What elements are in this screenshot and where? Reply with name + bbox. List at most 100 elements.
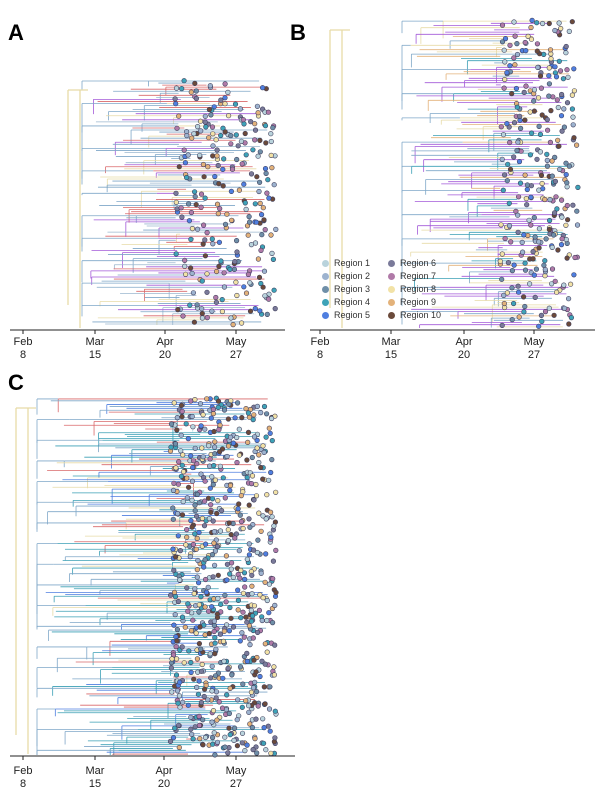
- tip-marker: [168, 444, 174, 450]
- tip-marker: [522, 172, 528, 178]
- tip-marker: [175, 481, 181, 487]
- tip-marker: [181, 147, 187, 153]
- tip-marker: [536, 123, 542, 129]
- tip-marker: [509, 317, 515, 323]
- tip-marker: [222, 101, 228, 107]
- tip-marker: [556, 143, 562, 149]
- tip-marker: [499, 276, 505, 282]
- tip-marker: [169, 689, 175, 695]
- tip-marker: [200, 161, 206, 168]
- tip-marker: [542, 258, 548, 264]
- tip-marker: [575, 184, 581, 190]
- tip-markers: [167, 395, 279, 758]
- tip-marker: [253, 481, 259, 488]
- tip-marker: [267, 684, 273, 690]
- tip-marker: [235, 400, 241, 406]
- tip-marker: [264, 649, 270, 655]
- tree-trunk: [67, 89, 88, 328]
- tip-marker: [524, 186, 530, 193]
- tip-marker: [194, 684, 200, 691]
- tip-marker: [528, 24, 534, 31]
- tip-marker: [194, 491, 200, 497]
- tip-marker: [502, 235, 508, 242]
- tip-marker: [214, 614, 221, 620]
- tip-marker: [259, 617, 265, 624]
- tip-marker: [239, 730, 246, 736]
- tip-marker: [206, 135, 212, 141]
- tip-marker: [191, 319, 197, 325]
- tip-marker: [263, 747, 269, 753]
- tip-marker: [514, 104, 520, 110]
- tip-marker: [202, 237, 208, 243]
- tip-marker: [270, 558, 277, 564]
- region-legend: Region 1 Region 2 Region 3 Region 4 Regi…: [322, 258, 452, 324]
- tip-marker: [244, 742, 250, 748]
- tip-marker: [254, 750, 260, 756]
- tip-marker: [562, 305, 568, 311]
- tip-marker: [197, 624, 203, 630]
- tip-marker: [249, 724, 255, 731]
- tip-marker: [256, 452, 262, 458]
- tip-marker: [218, 258, 224, 264]
- tip-marker: [188, 89, 194, 95]
- tree-trunk: [329, 29, 350, 328]
- tip-marker: [263, 170, 269, 176]
- tip-marker: [247, 721, 253, 727]
- tip-marker: [209, 124, 216, 130]
- tip-marker: [499, 156, 505, 162]
- tip-marker: [189, 135, 195, 141]
- tip-marker: [515, 139, 521, 145]
- tip-marker: [517, 180, 524, 186]
- tip-marker: [210, 153, 216, 159]
- tip-marker: [255, 629, 261, 635]
- tip-marker: [217, 206, 223, 212]
- panel-label-b: B: [290, 20, 306, 45]
- tip-marker: [246, 414, 252, 420]
- tip-marker: [225, 538, 231, 544]
- tip-marker: [209, 236, 215, 242]
- tip-marker: [233, 279, 239, 285]
- legend-item: Region 10: [388, 310, 441, 320]
- tip-marker: [574, 222, 581, 228]
- tip-marker: [242, 200, 248, 206]
- tip-marker: [253, 716, 259, 722]
- tip-marker: [246, 703, 252, 709]
- tip-marker: [233, 132, 239, 138]
- tip-marker: [502, 76, 508, 83]
- tip-marker: [207, 456, 213, 462]
- tip-marker: [523, 83, 529, 89]
- tick-label: Feb 8: [310, 336, 330, 361]
- tip-marker: [177, 679, 183, 685]
- tip-marker: [194, 656, 200, 662]
- tip-marker: [245, 232, 251, 238]
- tip-marker: [194, 574, 200, 580]
- tip-marker: [564, 202, 570, 209]
- tip-marker: [568, 315, 575, 321]
- tip-marker: [554, 206, 560, 212]
- tip-marker: [519, 239, 525, 245]
- tip-marker: [205, 584, 211, 590]
- tip-marker: [539, 112, 545, 118]
- tip-marker: [189, 226, 195, 232]
- tip-marker: [190, 736, 196, 742]
- legend-item: Region 2: [322, 271, 370, 281]
- tip-marker: [177, 704, 183, 710]
- tip-marker: [210, 574, 216, 580]
- tip-marker: [531, 272, 537, 278]
- tip-marker: [203, 576, 209, 583]
- tip-marker: [179, 644, 185, 650]
- tip-marker: [219, 705, 226, 711]
- tip-marker: [179, 414, 185, 420]
- tip-marker: [552, 64, 558, 70]
- tip-marker: [234, 434, 240, 441]
- tip-marker: [216, 699, 222, 705]
- tip-marker: [511, 120, 518, 126]
- tip-marker: [191, 676, 197, 682]
- tip-marker: [556, 58, 562, 64]
- tip-marker: [189, 731, 195, 737]
- tip-marker: [549, 266, 556, 272]
- tip-marker: [497, 258, 503, 264]
- tip-marker: [246, 541, 252, 547]
- tip-marker: [194, 513, 200, 519]
- tip-marker: [178, 473, 184, 479]
